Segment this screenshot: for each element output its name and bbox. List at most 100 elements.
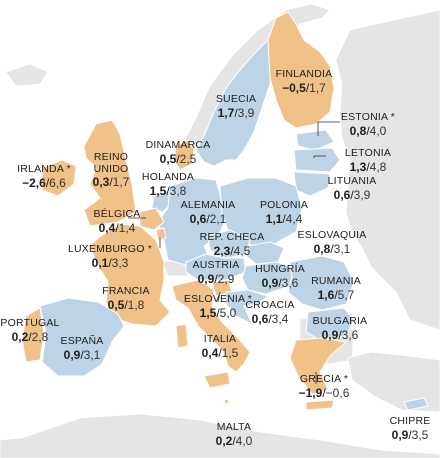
value-b: 1,7 bbox=[112, 175, 130, 189]
country-letonia bbox=[293, 147, 341, 173]
country-grecia-crete bbox=[305, 399, 335, 411]
value-b: 4,0 bbox=[369, 124, 387, 138]
country-finlandia bbox=[267, 11, 335, 129]
value-b: 4,0 bbox=[235, 434, 253, 448]
value-a: 0,6 bbox=[251, 312, 269, 326]
value-a: 0,4 bbox=[98, 221, 116, 235]
country-name: FINLANDIA bbox=[275, 68, 333, 80]
value-b: 2,1 bbox=[209, 212, 227, 226]
country-name: FRANCIA bbox=[102, 285, 150, 297]
country-luxemburgo bbox=[155, 227, 167, 241]
name-line-1: REINO bbox=[93, 151, 129, 163]
value-a: 0,9 bbox=[197, 272, 215, 286]
country-name: RUMANIA bbox=[311, 275, 361, 287]
country-grecia bbox=[289, 337, 348, 395]
value-a: 0,2 bbox=[215, 434, 233, 448]
label-estonia: ESTONIA * 0,8/4,0 bbox=[340, 111, 396, 138]
value-a: 0,6 bbox=[333, 188, 351, 202]
country-dinamarca bbox=[173, 139, 195, 171]
iceland-land bbox=[5, 63, 49, 87]
label-suecia: SUECIA 1,7/3,9 bbox=[215, 93, 257, 120]
value-a: 0,8 bbox=[313, 242, 331, 256]
label-rep-checa: REP. CHECA 2,3/4,5 bbox=[199, 231, 265, 258]
country-name: SUECIA bbox=[215, 93, 257, 105]
value-b: 3,1 bbox=[83, 348, 101, 362]
value-b: 3,4 bbox=[271, 312, 289, 326]
label-italia: ITALIA 0,4/1,5 bbox=[201, 333, 239, 360]
value-a: 1,7 bbox=[217, 106, 235, 120]
russia-land bbox=[335, 9, 440, 331]
country-name: REP. CHECA bbox=[199, 231, 265, 243]
value-b: 4,5 bbox=[233, 244, 251, 258]
country-name: REINO UNIDO bbox=[93, 151, 130, 175]
leader-eslovenia bbox=[217, 291, 221, 303]
country-eslovaquia bbox=[245, 241, 285, 265]
country-italia-sardinia bbox=[175, 323, 189, 349]
label-rumania: RUMANIA 1,6/5,7 bbox=[311, 275, 361, 302]
country-name: ESLOVENIA * bbox=[183, 293, 253, 305]
value-b: 1,5 bbox=[221, 346, 239, 360]
label-malta: MALTA 0,2/4,0 bbox=[215, 421, 253, 448]
country-italia bbox=[171, 279, 251, 373]
value-a: 1,3 bbox=[349, 160, 367, 174]
turkey-land bbox=[347, 351, 440, 413]
value-b: 3,1 bbox=[333, 242, 351, 256]
country-name: LITUANIA bbox=[327, 175, 377, 187]
country-name: CHIPRE bbox=[389, 415, 431, 427]
value-a: −1,9 bbox=[298, 386, 323, 400]
value-a: 0,9 bbox=[391, 428, 409, 442]
country-name: CROACIA bbox=[245, 299, 295, 311]
label-irlanda: IRLANDA * −2,6/6,6 bbox=[17, 163, 71, 190]
country-holanda bbox=[151, 189, 173, 213]
value-a: 2,3 bbox=[213, 244, 231, 258]
label-francia: FRANCIA 0,5/1,8 bbox=[102, 285, 150, 312]
country-name: PORTUGAL bbox=[0, 317, 60, 329]
value-a: 1,5 bbox=[149, 184, 167, 198]
country-name: MALTA bbox=[216, 421, 252, 433]
value-a: 0,9 bbox=[261, 276, 279, 290]
value-a: 1,1 bbox=[265, 212, 283, 226]
value-a: 0,8 bbox=[349, 124, 367, 138]
label-belgica: BÉLGICA 0,4/1,4 bbox=[93, 208, 141, 235]
label-hungria: HUNGRÍA 0,9/3,6 bbox=[255, 263, 305, 290]
africa-land bbox=[0, 413, 440, 458]
country-name: ALEMANIA bbox=[180, 199, 236, 211]
country-name: ESTONIA * bbox=[340, 111, 396, 123]
label-croacia: CROACIA 0,6/3,4 bbox=[245, 299, 295, 326]
country-italia-sicily bbox=[203, 371, 231, 389]
label-bulgaria: BULGARIA 0,9/3,6 bbox=[312, 315, 368, 342]
value-b: 2,9 bbox=[217, 272, 235, 286]
value-b: 3,6 bbox=[341, 328, 359, 342]
value-a: −2,6 bbox=[22, 176, 46, 190]
value-b: 1,8 bbox=[127, 298, 145, 312]
value-a: 0,2 bbox=[11, 330, 29, 344]
country-name: HOLANDA bbox=[141, 171, 195, 183]
value-a: 0,5 bbox=[107, 298, 125, 312]
value-a: 0,4 bbox=[201, 346, 219, 360]
label-polonia: POLONIA 1,1/4,4 bbox=[259, 199, 309, 226]
country-name: DINAMARCA bbox=[145, 139, 211, 151]
value-a: 0,5 bbox=[159, 152, 177, 166]
country-name: HUNGRÍA bbox=[255, 263, 305, 275]
value-b: 4,4 bbox=[285, 212, 303, 226]
country-name: GRECIA * bbox=[299, 373, 349, 385]
name-line-2: UNIDO bbox=[93, 163, 129, 175]
value-b: −0,6 bbox=[325, 386, 350, 400]
value-b: 6,6 bbox=[49, 176, 66, 190]
value-a: 0,6 bbox=[189, 212, 207, 226]
value-a: 0,9 bbox=[321, 328, 339, 342]
label-holanda: HOLANDA 1,5/3,8 bbox=[141, 171, 195, 198]
value-b: 1,4 bbox=[118, 221, 136, 235]
value-a: 1,5 bbox=[199, 306, 217, 320]
country-rumania bbox=[287, 255, 355, 311]
country-croacia bbox=[225, 289, 270, 326]
country-polonia bbox=[219, 177, 303, 247]
country-irlanda bbox=[41, 159, 77, 197]
country-francia bbox=[89, 223, 171, 327]
label-eslovaquia: ESLOVAQUIA 0,8/3,1 bbox=[297, 229, 367, 256]
label-finlandia: FINLANDIA −0,5/1,7 bbox=[275, 68, 333, 95]
country-name: ITALIA bbox=[203, 333, 237, 345]
value-b: 3,8 bbox=[169, 184, 187, 198]
country-name: AUSTRIA bbox=[192, 259, 240, 271]
leader-estonia bbox=[317, 121, 340, 136]
